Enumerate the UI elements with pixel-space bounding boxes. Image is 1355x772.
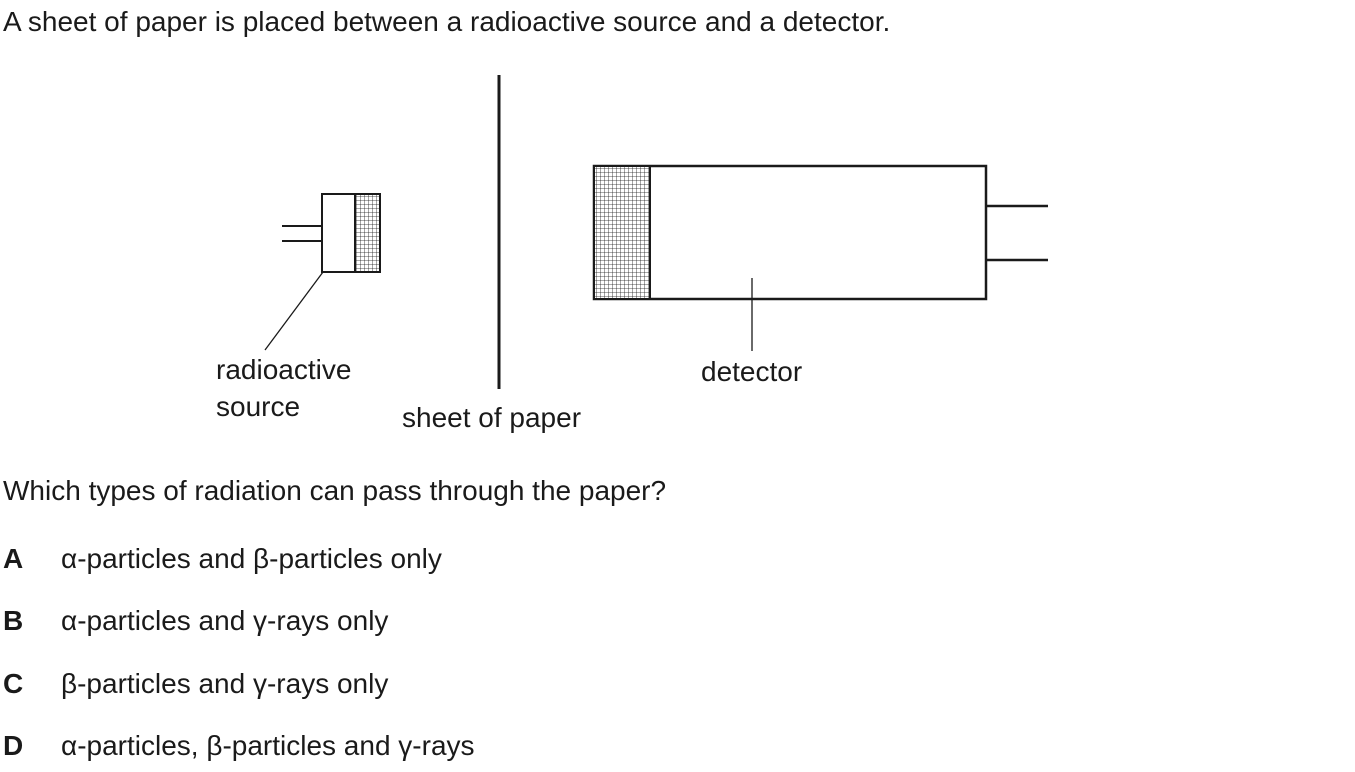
label-detector: detector [701, 356, 802, 387]
option-text: α-particles and γ-rays only [61, 605, 389, 636]
option-text: α-particles and β-particles only [61, 543, 442, 574]
option-letter: D [3, 730, 24, 761]
radioactive-source [264, 193, 381, 351]
detector [592, 164, 1048, 351]
label-source: source [216, 391, 300, 422]
source-leader-line [264, 271, 324, 351]
option-text: α-particles, β-particles and γ-rays [61, 730, 475, 761]
label-radioactive: radioactive [216, 354, 351, 385]
question-text: Which types of radiation can pass throug… [3, 475, 667, 506]
option-letter: C [3, 668, 24, 699]
detector-window [593, 165, 651, 300]
label-sheet-of-paper: sheet of paper [402, 402, 581, 433]
option-letter: B [3, 605, 24, 636]
option-letter: A [3, 543, 24, 574]
intro-text: A sheet of paper is placed between a rad… [3, 6, 891, 37]
radiation-diagram: radioactive source sheet of paper detect… [216, 75, 1048, 433]
detector-body [592, 164, 988, 301]
source-window [354, 193, 381, 273]
option-text: β-particles and γ-rays only [61, 668, 389, 699]
